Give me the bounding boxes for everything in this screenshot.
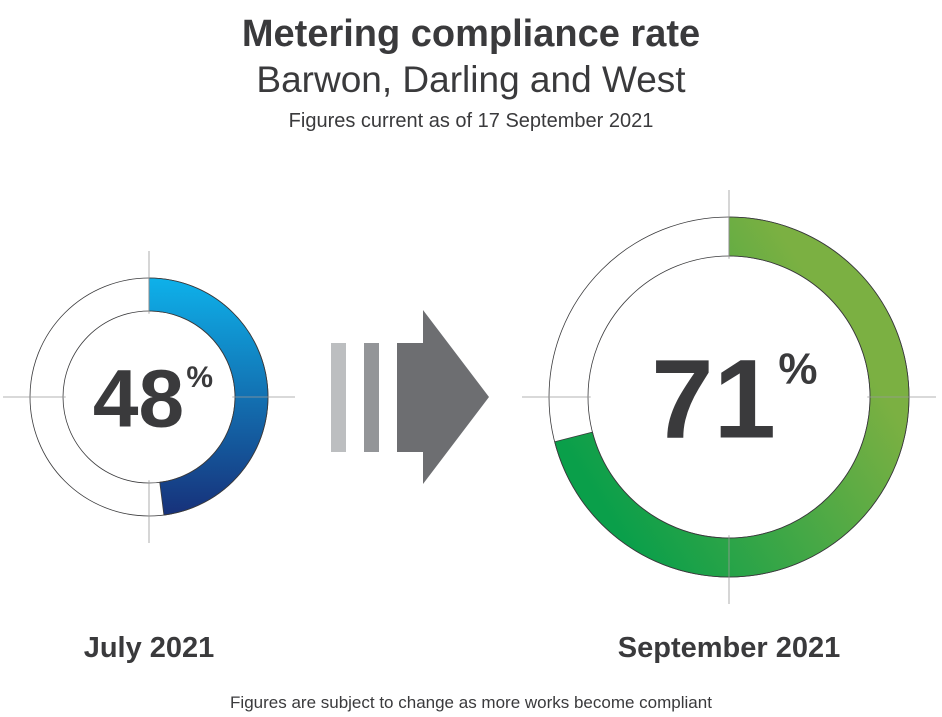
july-donut: 48 % [3,251,295,543]
chart-subtitle: Barwon, Darling and West [256,59,686,100]
chart-title: Metering compliance rate [241,13,701,55]
september-percent-sign: % [778,345,817,394]
july-crosshair [3,251,295,543]
footer-disclaimer: Figures are subject to change as more wo… [230,693,712,712]
arrow-bar-mid [364,343,379,452]
figures-date-note: Figures current as of 17 September 2021 [288,110,654,132]
july-percent-sign: % [186,361,213,394]
arrow-head [397,310,489,484]
september-percent-value: 71 [651,336,776,461]
july-period-label: July 2021 [83,632,215,664]
september-period-label: September 2021 [617,632,841,664]
july-percent-value: 48 [93,354,184,445]
right-arrow-icon [331,310,489,484]
september-crosshair [522,190,936,604]
september-donut: 71 % [522,190,936,604]
arrow-bar-light [331,343,346,452]
